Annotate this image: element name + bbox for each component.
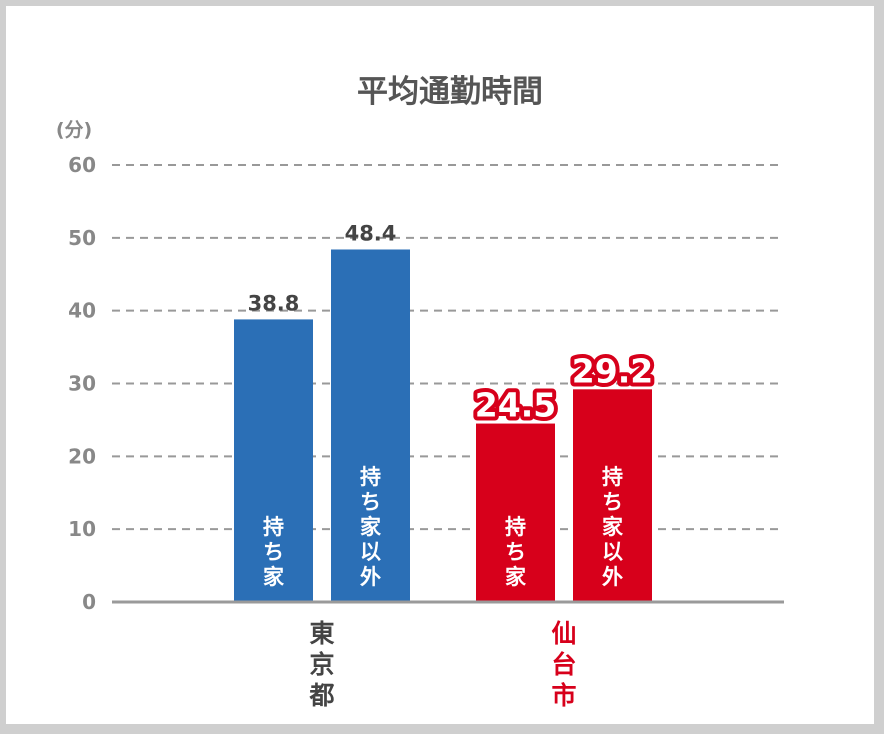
y-tick-label: 10 — [68, 517, 96, 541]
bar-value-label: 24.5 — [475, 386, 556, 425]
bar — [234, 319, 313, 602]
category-labels: 東京都 仙台市 — [308, 619, 576, 710]
bar-category-label: 持ち家 — [263, 515, 285, 589]
y-tick-label: 30 — [68, 372, 96, 396]
y-tick-label: 0 — [82, 590, 96, 614]
y-tick-label: 40 — [68, 299, 96, 323]
bar — [331, 249, 410, 602]
bar — [573, 389, 652, 602]
bar-value-label: 29.2 — [572, 351, 653, 390]
y-tick-label: 20 — [68, 444, 96, 468]
bar-category-label: 持ち家以外 — [360, 465, 382, 589]
y-axis-ticks: 0 10 20 30 40 50 60 — [68, 153, 96, 614]
y-axis-unit-label: (分) — [56, 119, 92, 141]
bar-value-label: 48.4 — [345, 221, 397, 245]
bars: 38.8 持ち家 48.4 持ち家以外 24.5 持ち家 29.2 持ち家以外 — [234, 221, 657, 602]
bar-category-label: 持ち家以外 — [602, 465, 624, 589]
y-tick-label: 60 — [68, 153, 96, 177]
chart-frame: 平均通勤時間 (分) 0 10 20 30 40 50 60 38.8 持ち家 48.4 持ち家以… — [6, 6, 874, 724]
group-label: 東京都 — [308, 619, 334, 710]
group-label: 仙台市 — [551, 619, 576, 710]
bar-chart: 平均通勤時間 (分) 0 10 20 30 40 50 60 38.8 持ち家 48.4 持ち家以… — [56, 74, 784, 710]
gridlines — [112, 164, 784, 531]
bar-value-label: 38.8 — [248, 291, 300, 315]
y-tick-label: 50 — [68, 226, 96, 250]
bar — [476, 423, 555, 602]
bar-category-label: 持ち家 — [505, 515, 527, 589]
chart-title: 平均通勤時間 — [357, 74, 543, 110]
